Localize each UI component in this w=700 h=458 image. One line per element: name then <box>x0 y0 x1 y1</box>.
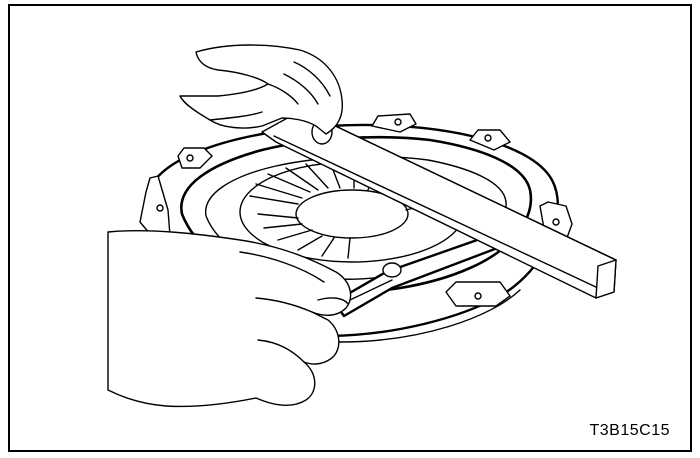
figure-frame <box>8 4 692 452</box>
bolt-hole <box>186 154 194 162</box>
bolt-hole <box>394 118 402 126</box>
bolt-hole <box>156 204 164 212</box>
bolt-hole <box>552 218 560 226</box>
mounting-lug-bottom <box>445 281 511 307</box>
mounting-lug-upper-left <box>177 147 213 169</box>
lower-hand <box>107 230 352 408</box>
figure-code: T3B15C15 <box>589 422 670 439</box>
bolt-hole <box>484 134 492 142</box>
straight-edge-end <box>595 259 617 299</box>
mounting-lug-left <box>139 175 171 237</box>
bolt-hole <box>474 292 482 300</box>
mounting-lug-top <box>371 113 417 133</box>
upper-hand <box>179 44 343 135</box>
